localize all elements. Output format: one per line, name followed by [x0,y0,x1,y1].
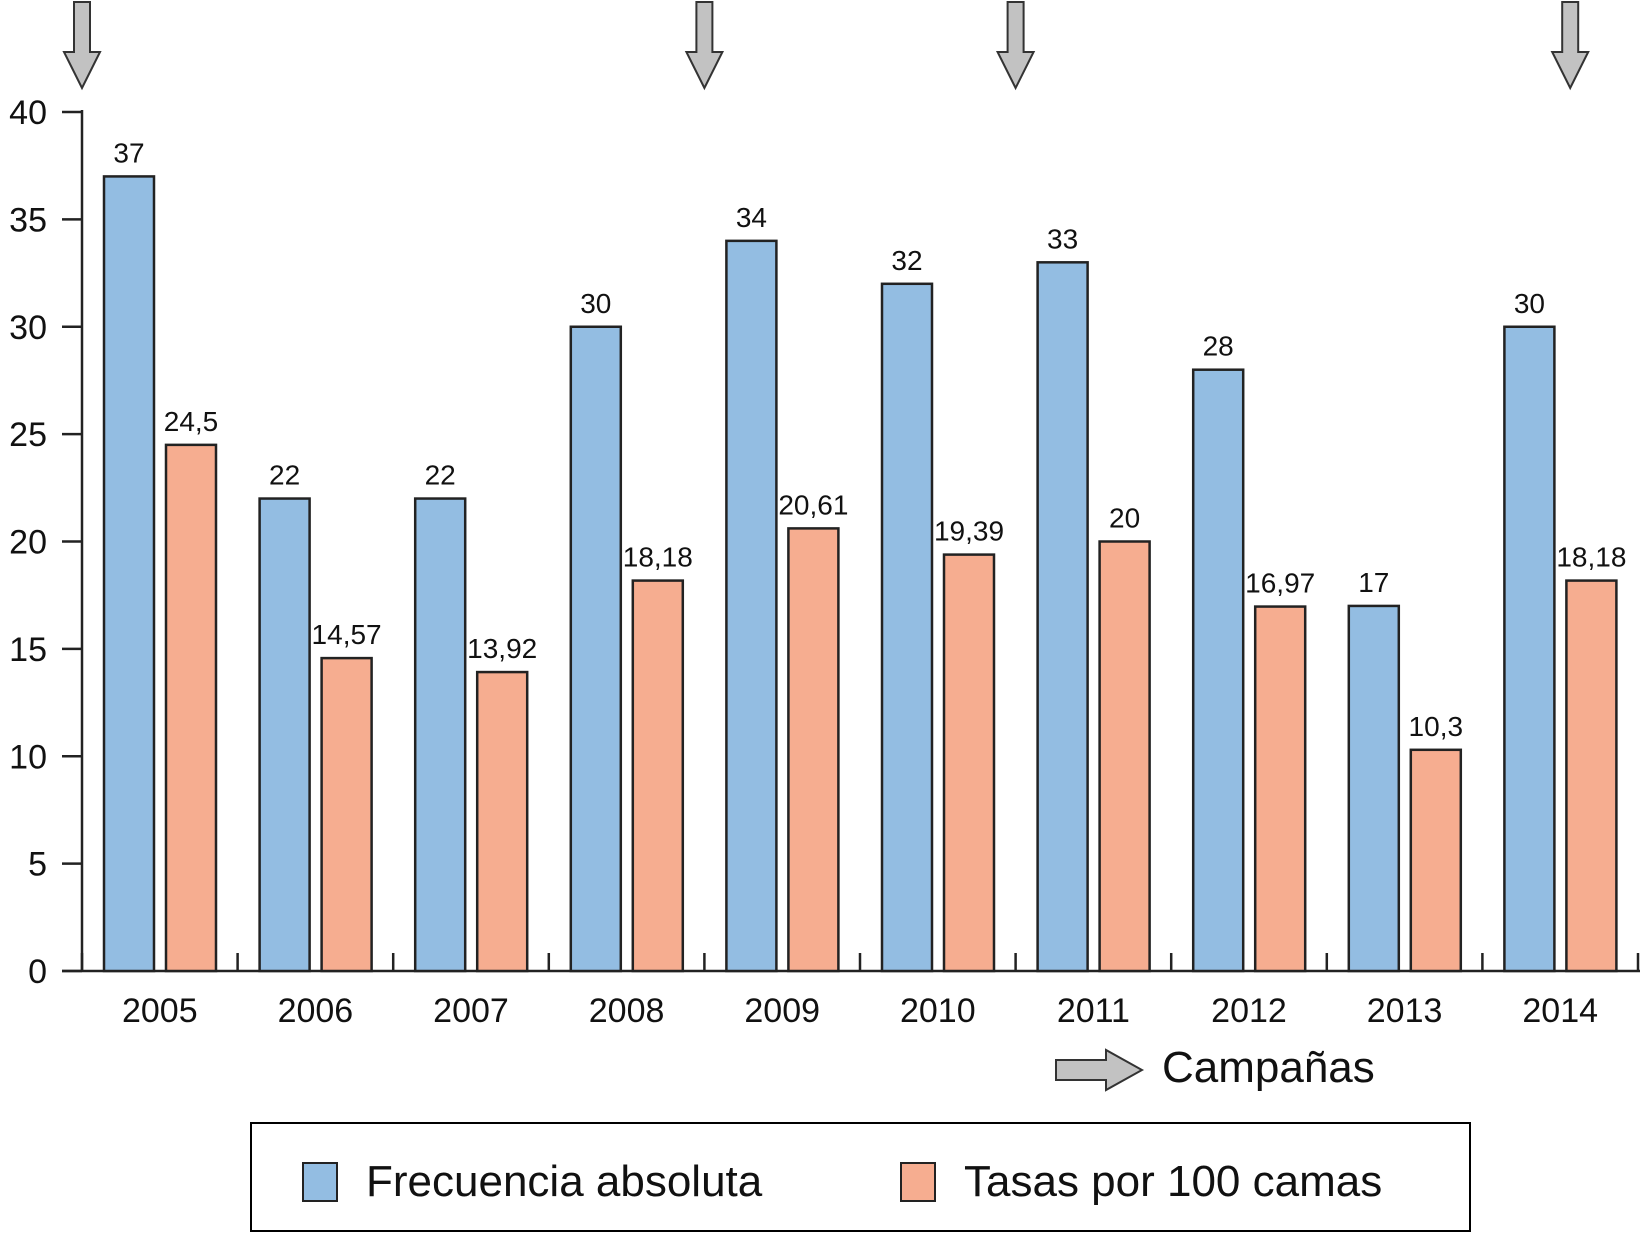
data-label: 22 [269,460,300,491]
data-label: 32 [891,245,922,276]
x-tick-label: 2006 [278,992,354,1030]
data-label: 14,57 [312,619,382,650]
x-tick-label: 2008 [589,992,665,1030]
bar-frecuencia-2010 [880,282,934,973]
bar-tasas-2005 [164,443,218,973]
legend-swatch-frecuencia [302,1162,338,1202]
bar-frecuencia-2007 [413,497,467,973]
y-tick-label: 0 [28,953,47,991]
chart-data-labels: 37 22 22 30 34 32 33 28 17 30 24,5 14,57 13,92 18,18 2… [113,137,1626,741]
bar-tasas-2008 [631,579,685,973]
x-tick-label: 2013 [1367,992,1443,1030]
y-tick-label: 15 [9,631,47,669]
campaign-markers [62,1,1590,91]
x-tick-label: 2011 [1057,992,1130,1030]
data-label: 10,3 [1409,711,1464,742]
bar-frecuencia-2011 [1036,261,1089,973]
data-label: 30 [1514,288,1545,319]
data-label: 30 [580,288,611,319]
chart-bars [102,175,1618,973]
legend-swatch-tasas [900,1162,936,1202]
data-label: 18,18 [1556,542,1626,573]
x-tick-label: 2007 [433,992,509,1030]
legend-entry-tasas: Tasas por 100 camas [900,1157,1382,1207]
bar-frecuencia-2014 [1503,325,1556,973]
legend-label-frecuencia: Frecuencia absoluta [366,1157,763,1206]
y-tick-label: 10 [9,738,47,776]
bar-frecuencia-2008 [569,325,623,973]
right-arrow-icon [1055,1048,1145,1092]
down-arrow-icon [684,1,725,91]
data-label: 13,92 [467,633,537,664]
data-label: 20,61 [778,489,848,520]
bar-tasas-2012 [1253,605,1307,973]
data-label: 24,5 [164,406,219,437]
bar-tasas-2013 [1409,748,1463,973]
data-label: 34 [736,202,767,233]
bar-tasas-2014 [1565,579,1618,973]
bar-frecuencia-2013 [1347,604,1401,973]
data-label: 33 [1047,223,1078,254]
y-tick-label: 20 [9,524,47,562]
x-tick-label: 2010 [900,992,976,1030]
legend-label-tasas: Tasas por 100 camas [964,1157,1383,1206]
data-label: 19,39 [934,516,1004,547]
x-tick-label: 2009 [744,992,820,1030]
x-tick-label: 2012 [1211,992,1287,1030]
down-arrow-icon [1550,1,1590,91]
bar-tasas-2011 [1098,540,1151,973]
campaign-label: Campañas [1162,1043,1375,1092]
data-label: 37 [113,137,144,168]
data-label: 20 [1109,503,1140,534]
y-tick-label: 35 [9,201,47,239]
legend-entry-frecuencia: Frecuencia absoluta [302,1157,762,1207]
data-label: 17 [1358,567,1389,598]
x-tick-label: 2014 [1522,992,1598,1030]
bar-tasas-2010 [942,553,996,973]
campaign-legend-arrow [1055,1048,1145,1092]
bar-tasas-2007 [475,670,529,973]
y-tick-label: 30 [9,309,47,347]
data-label: 28 [1203,331,1234,362]
bar-frecuencia-2006 [258,497,311,973]
bar-frecuencia-2005 [102,175,156,973]
y-tick-label: 5 [28,846,47,884]
data-label: 16,97 [1245,568,1315,599]
bar-tasas-2006 [320,656,373,973]
data-label: 22 [425,460,456,491]
down-arrow-icon [995,1,1036,91]
bar-frecuencia-2012 [1191,368,1245,973]
y-tick-label: 40 [9,94,47,132]
data-label: 18,18 [623,542,693,573]
bar-frecuencia-2009 [725,239,778,973]
down-arrow-icon [62,1,102,91]
y-tick-label: 25 [9,416,47,454]
bar-tasas-2009 [787,527,840,973]
legend: Frecuencia absoluta Tasas por 100 camas [250,1122,1471,1232]
x-tick-label: 2005 [122,992,198,1030]
